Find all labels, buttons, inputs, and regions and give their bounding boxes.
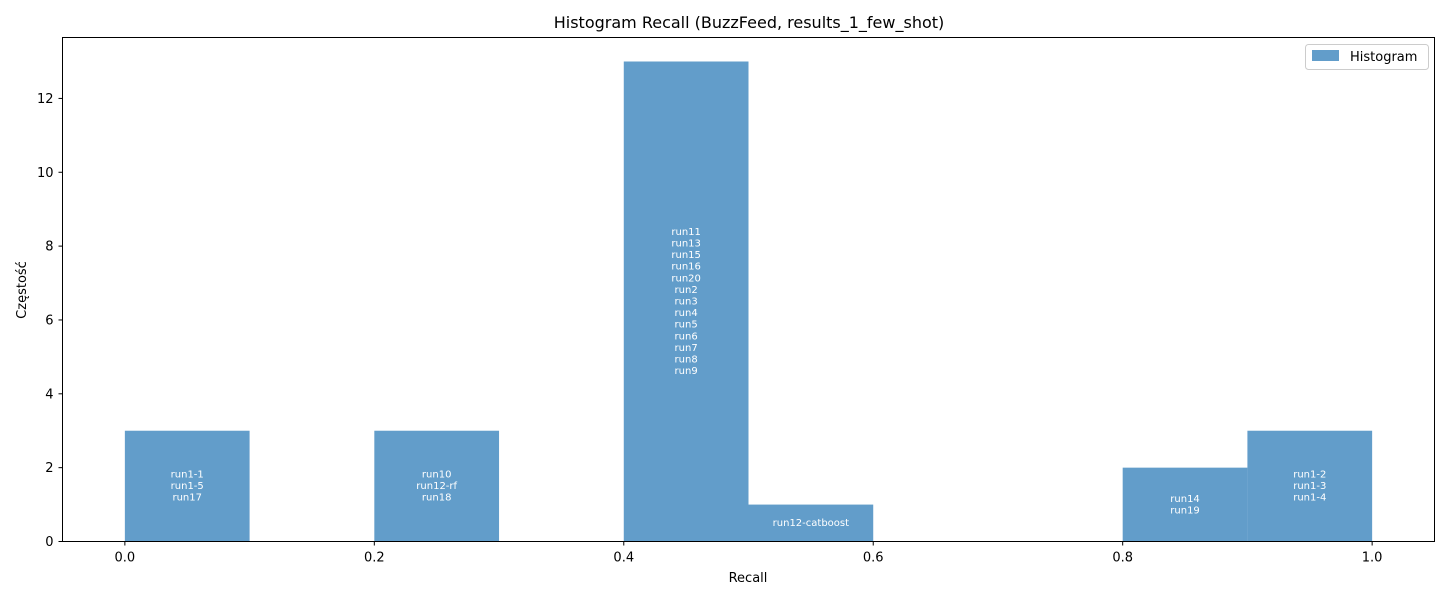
bar-run-label: run19 <box>1170 505 1200 516</box>
bar-run-label: run1-4 <box>1293 493 1326 504</box>
x-axis-label: Recall <box>729 571 768 586</box>
x-tick-label: 0.6 <box>863 551 884 566</box>
y-axis-label: Częstość <box>15 261 30 319</box>
bar-run-label: run18 <box>422 493 452 504</box>
bar-run-label: run5 <box>675 320 698 331</box>
histogram-bar <box>124 430 250 542</box>
bar-run-label: run14 <box>1170 494 1200 505</box>
bar-run-label: run1-3 <box>1293 481 1326 492</box>
bar-run-label: run6 <box>675 331 698 342</box>
bar-run-label: run8 <box>675 355 698 366</box>
legend-swatch <box>1312 50 1339 61</box>
y-axis-ticks: 0 2 4 6 8 10 12 <box>37 92 63 550</box>
x-axis-ticks: 0.0 0.2 0.4 0.6 0.8 1.0 <box>115 541 1383 566</box>
legend-entry-label: Histogram <box>1350 50 1417 65</box>
x-tick-label: 0.4 <box>613 551 634 566</box>
bar-run-label: run11 <box>671 227 701 238</box>
histogram-bar <box>1247 430 1373 542</box>
bar-run-label: run1-5 <box>171 481 204 492</box>
bar-run-label: run13 <box>671 239 701 250</box>
plot-frame <box>62 37 1435 542</box>
histogram-bar <box>374 430 500 542</box>
bar-run-label: run17 <box>172 493 202 504</box>
x-tick-label: 0.2 <box>364 551 385 566</box>
histogram-bar <box>1122 467 1248 542</box>
bar-run-label: run3 <box>675 297 698 308</box>
bar-run-label: run9 <box>675 366 698 377</box>
bar-run-label: run15 <box>671 250 701 261</box>
chart-title: Histogram Recall (BuzzFeed, results_1_fe… <box>554 13 945 33</box>
y-tick-label: 2 <box>45 461 53 476</box>
bar-run-label: run12-catboost <box>773 518 849 529</box>
y-tick-label: 4 <box>45 387 53 402</box>
y-tick-label: 12 <box>37 92 54 107</box>
x-tick-label: 0.8 <box>1112 551 1133 566</box>
y-tick-label: 0 <box>45 535 53 550</box>
bar-run-label: run20 <box>671 273 701 284</box>
histogram-bar <box>748 504 874 542</box>
bar-run-label: run4 <box>675 308 698 319</box>
bar-run-label: run12-rf <box>416 481 457 492</box>
bars-group <box>124 61 1373 542</box>
y-tick-label: 8 <box>45 240 53 255</box>
histogram-bar <box>623 61 749 542</box>
legend: Histogram <box>1305 44 1429 70</box>
bar-run-label: run16 <box>671 262 701 273</box>
x-tick-label: 1.0 <box>1362 551 1383 566</box>
bar-run-label: run2 <box>675 285 698 296</box>
y-tick-label: 6 <box>45 313 53 328</box>
bar-run-label: run10 <box>422 470 452 481</box>
x-tick-label: 0.0 <box>115 551 136 566</box>
bar-run-label: run1-1 <box>171 470 204 481</box>
y-tick-label: 10 <box>37 166 54 181</box>
bar-run-label: run7 <box>675 343 698 354</box>
bar-run-label: run1-2 <box>1293 470 1326 481</box>
